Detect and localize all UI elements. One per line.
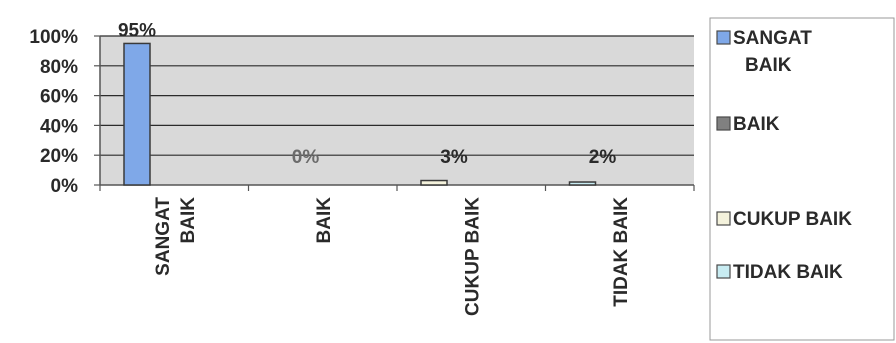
category-label-line: TIDAK BAIK [611,197,632,307]
bars [123,42,597,186]
legend-label: CUKUP BAIK [733,209,852,230]
legend: SANGAT BAIK BAIK CUKUP BAIK TIDAK BAIK [716,28,852,283]
plot-area [100,36,694,185]
category-label: SANGAT BAIK [153,197,199,276]
category-label-line: CUKUP BAIK [462,197,483,316]
data-label: 0% [292,147,320,168]
y-tick-label: 40% [40,116,78,137]
legend-label: BAIK [745,55,792,76]
legend-entry: CUKUP BAIK [716,209,852,230]
category-label-line: BAIK [178,197,199,244]
legend-label: BAIK [733,114,780,135]
category-labels: SANGAT BAIK BAIK CUKUP BAIK TIDAK BAIK [153,197,632,316]
y-tick-label: 20% [40,146,78,167]
data-label: 95% [118,20,156,41]
y-tick-label: 80% [40,57,78,78]
legend-entry: SANGAT BAIK [716,28,812,76]
category-label: TIDAK BAIK [611,197,632,307]
category-label-line: SANGAT [153,197,174,276]
y-tick-label: 100% [29,27,78,48]
data-label: 3% [440,147,468,168]
data-labels: 95% 0% 3% 2% [118,20,616,168]
bar [123,42,151,186]
legend-entry: TIDAK BAIK [716,262,843,283]
y-axis-ticks: 0% 20% 40% 60% 80% 100% [29,27,100,197]
legend-swatch [716,211,731,226]
bar [420,179,448,186]
legend-entry: BAIK [716,114,780,135]
legend-box [709,17,895,341]
y-tick-label: 60% [40,87,78,108]
legend-label: SANGAT [733,28,812,49]
legend-swatch [716,116,731,131]
x-axis-ticks [99,185,695,191]
legend-label: TIDAK BAIK [733,262,843,283]
gridlines [100,35,694,156]
category-label-line: BAIK [314,197,335,244]
category-label: CUKUP BAIK [462,197,483,316]
data-label: 2% [589,147,617,168]
y-tick-label: 0% [51,176,79,197]
legend-swatch [716,30,731,45]
bar [568,181,597,186]
category-label: BAIK [314,197,335,244]
legend-swatch [716,264,731,279]
